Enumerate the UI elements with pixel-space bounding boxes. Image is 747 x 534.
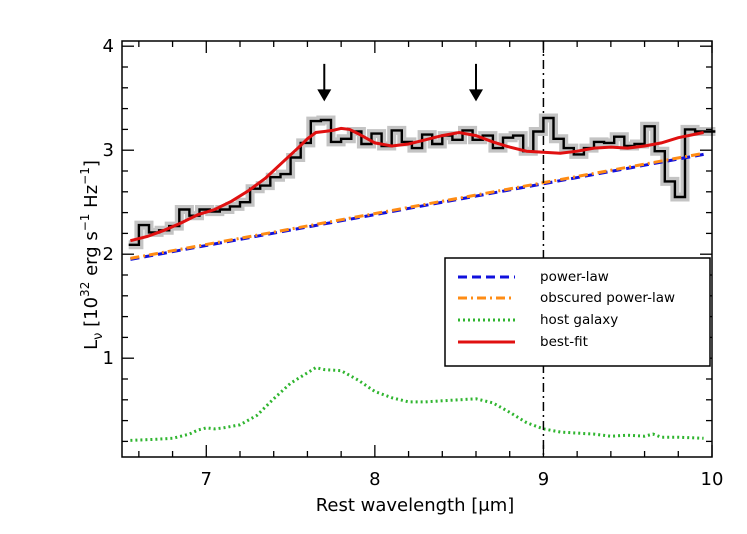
x-tick-label: 9 <box>538 469 549 490</box>
y-axis-label-text3: Hz <box>81 185 102 214</box>
axes-layer <box>121 40 713 458</box>
y-axis-label-text2: erg s <box>81 231 102 281</box>
y-axis-label-sub: ν <box>91 333 106 340</box>
arrow-head-1 <box>317 89 332 102</box>
x-axis-label: Rest wavelength [μm] <box>316 495 515 516</box>
y-axis-label-sup3: −1 <box>78 167 92 185</box>
series-line-obscured-power-law <box>130 151 704 260</box>
y-tick-label: 1 <box>103 348 114 369</box>
y-axis-label-text4: ] <box>81 160 102 167</box>
series-line-best-fit <box>130 126 704 243</box>
tick-labels: 7 8 9 10 1 2 3 4 <box>103 36 724 490</box>
y-axis-label-base: L <box>81 340 102 350</box>
x-tick-label: 7 <box>201 469 212 490</box>
series-layer <box>128 116 716 442</box>
x-tick-label: 10 <box>701 469 724 490</box>
y-axis-label-sup2: −1 <box>78 214 92 232</box>
legend-label-host-galaxy: host galaxy <box>540 312 618 328</box>
arrow-head-2 <box>469 89 483 102</box>
legend-label-power-law: power-law <box>540 269 609 285</box>
y-tick-label: 3 <box>103 140 114 161</box>
y-tick-label: 4 <box>103 36 114 57</box>
observed-spectrum-line <box>128 116 716 246</box>
legend: power-law obscured power-law host galaxy… <box>444 257 711 367</box>
y-axis-label-sup1: 32 <box>78 282 92 297</box>
legend-label-obscured-power-law: obscured power-law <box>540 290 675 306</box>
annotation-layer <box>317 41 545 457</box>
y-axis-label-text1: [10 <box>81 297 102 333</box>
plot-frame <box>121 40 713 458</box>
y-axis-label: Lν [1032 erg s−1 Hz−1] <box>78 160 106 350</box>
series-line-host-galaxy <box>130 365 704 442</box>
y-tick-label: 2 <box>103 244 114 265</box>
x-tick-label: 8 <box>369 469 380 490</box>
legend-label-best-fit: best-fit <box>540 334 588 350</box>
